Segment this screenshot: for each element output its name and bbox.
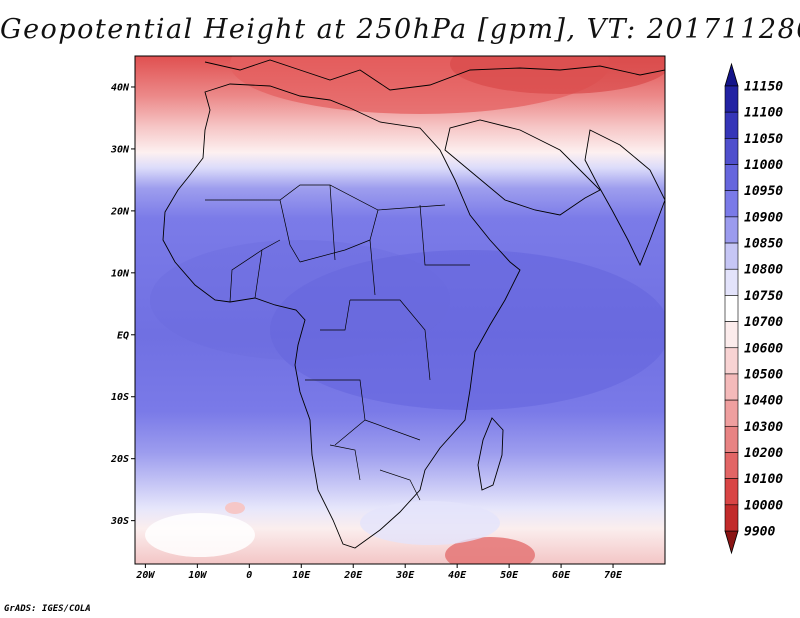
- equatorial-high: [270, 250, 665, 410]
- colorbar-label: 10750: [744, 289, 783, 304]
- colorbar-label: 11050: [744, 132, 783, 147]
- y-tick-label: 10N: [111, 268, 130, 279]
- madagascar-coastline: [477, 417, 504, 491]
- colorbar-label: 10500: [744, 367, 783, 382]
- africa-coastline: [162, 83, 521, 549]
- x-tick-label: 20E: [343, 570, 363, 581]
- colorbar-swatch: [724, 425, 739, 453]
- x-tick-label: 70E: [604, 570, 623, 581]
- y-tick-label: 30N: [110, 144, 130, 155]
- colorbar-swatch: [724, 190, 739, 218]
- colorbar-top-arrow: [724, 62, 739, 87]
- y-axis: 40N 30N 20N 10N EQ 10S 20S 30S: [110, 82, 135, 527]
- colorbar-swatch: [724, 373, 739, 401]
- colorbar-swatch: [724, 347, 739, 375]
- colorbar-swatch: [724, 138, 739, 165]
- central-high: [150, 240, 450, 360]
- colorbar-bottom-arrow: [724, 530, 739, 555]
- x-tick-label: 10W: [188, 570, 207, 581]
- y-tick-label: EQ: [117, 330, 129, 341]
- colorbar-label: 10950: [744, 184, 783, 199]
- x-axis: 20W 10W 0 10E 20E 30E 40E 50E 60E 70E: [135, 564, 623, 581]
- colorbar-label: 11000: [744, 158, 783, 173]
- map-title: Geopotential Height at 250hPa [gpm], VT:…: [0, 14, 800, 45]
- colorbar-swatch: [724, 268, 739, 296]
- x-tick-label: 10E: [292, 570, 311, 581]
- coastlines: [162, 59, 665, 549]
- colorbar-label: 9900: [744, 525, 775, 540]
- eastern-low: [450, 56, 665, 94]
- colorbar-label: 10300: [744, 420, 783, 435]
- y-tick-label: 40N: [111, 82, 130, 93]
- y-tick-label: 30S: [110, 516, 129, 527]
- borders: [205, 184, 470, 501]
- colorbar-label: 11150: [744, 80, 783, 95]
- x-tick-label: 30E: [395, 570, 415, 581]
- x-tick-label: 50E: [500, 570, 519, 581]
- colorbar-label: 10850: [744, 237, 783, 252]
- colorbar-swatch: [724, 164, 739, 192]
- colorbar-label: 10100: [744, 472, 783, 487]
- colorbar-label: 10800: [744, 263, 783, 278]
- colorbar-swatch: [724, 399, 739, 427]
- colorbar-swatch: [724, 111, 739, 139]
- y-tick-label: 20S: [110, 454, 129, 465]
- colorbar-swatch: [724, 504, 739, 532]
- arabia-coastline: [444, 119, 601, 216]
- x-tick-label: 20W: [135, 570, 155, 581]
- plot-frame: [134, 55, 666, 565]
- x-tick-label: 0: [246, 570, 252, 581]
- colorbar: 9900 10000 10100 10200 10300 10400 10500 10600 1…: [724, 62, 783, 555]
- x-tick-label: 40E: [448, 570, 467, 581]
- x-tick-label: 60E: [552, 570, 571, 581]
- colorbar-label: 10200: [744, 446, 783, 461]
- southern-ridge-east: [360, 501, 500, 545]
- colorbar-label: 10900: [744, 210, 783, 225]
- colorbar-label: 10600: [744, 341, 783, 356]
- height-field: [135, 56, 665, 564]
- colorbar-swatch: [724, 452, 739, 479]
- colorbar-label: 11100: [744, 106, 783, 121]
- colorbar-swatch: [724, 242, 739, 270]
- india-coastline: [584, 129, 665, 267]
- southern-low-east: [445, 537, 535, 564]
- europe-coastline: [204, 59, 665, 91]
- colorbar-swatch: [724, 216, 739, 244]
- colorbar-swatch: [724, 85, 739, 113]
- colorbar-swatch: [724, 321, 739, 349]
- southern-ridge-west: [145, 513, 255, 557]
- y-tick-label: 10S: [111, 392, 129, 403]
- colorbar-label: 10400: [744, 394, 783, 409]
- grads-credit: GrADS: IGES/COLA: [4, 604, 91, 614]
- colorbar-swatch: [724, 295, 739, 322]
- small-low-west: [225, 502, 245, 514]
- y-tick-label: 20N: [110, 206, 130, 217]
- colorbar-swatch: [724, 478, 739, 506]
- colorbar-label: 10000: [744, 498, 783, 513]
- colorbar-label: 10700: [744, 315, 783, 330]
